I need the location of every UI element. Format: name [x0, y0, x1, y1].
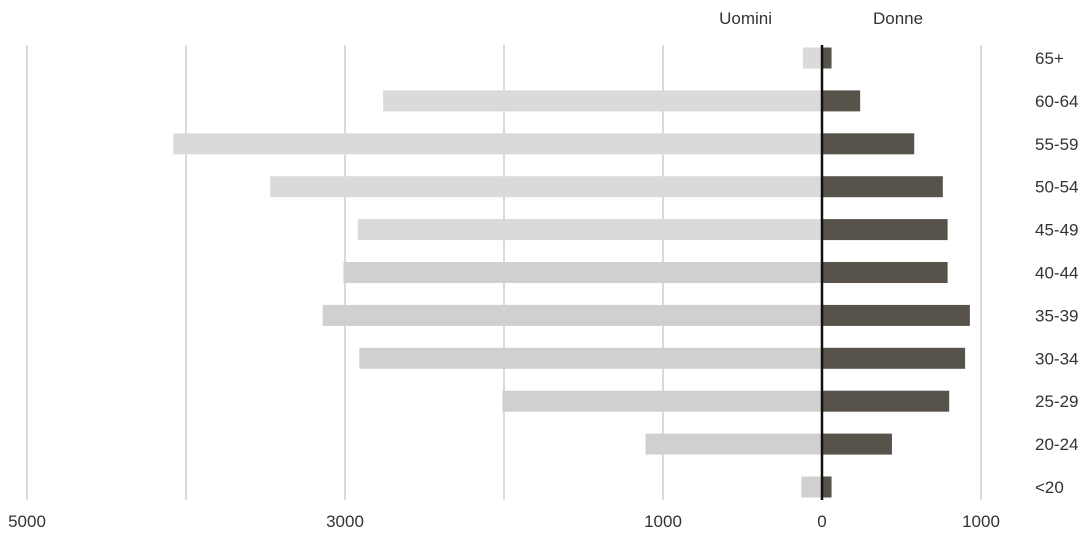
bar-uomini-65+: [802, 47, 822, 69]
series-label-donne: Donne: [873, 9, 923, 28]
bar-uomini-55-59: [173, 133, 822, 155]
category-label: 25-29: [1035, 392, 1078, 411]
bar-uomini-40-44: [343, 262, 822, 283]
bar-layer: [173, 47, 970, 498]
category-label: 20-24: [1035, 435, 1078, 454]
category-label: 50-54: [1035, 178, 1078, 197]
bar-uomini-25-29: [502, 390, 822, 412]
bar-uomini-20-24: [645, 433, 822, 455]
category-label: <20: [1035, 478, 1064, 497]
bar-donne-40-44: [822, 262, 948, 283]
category-label: 45-49: [1035, 221, 1078, 240]
bar-donne-25-29: [822, 390, 950, 412]
bar-donne-50-54: [822, 176, 943, 198]
category-label: 35-39: [1035, 306, 1078, 325]
bar-donne-<20: [822, 476, 832, 498]
category-label: 30-34: [1035, 349, 1078, 368]
bar-donne-45-49: [822, 219, 948, 241]
bar-uomini-50-54: [270, 176, 822, 198]
bar-uomini-30-34: [359, 347, 822, 369]
bar-uomini-35-39: [322, 304, 822, 326]
bar-donne-60-64: [822, 90, 861, 112]
category-label: 40-44: [1035, 264, 1078, 283]
bar-donne-35-39: [822, 304, 970, 326]
label-layer: 65+ 60-64 55-59 50-54 45-49 40-44 35-39 30-34 25…: [8, 9, 1078, 531]
bar-donne-55-59: [822, 133, 915, 155]
bar-uomini-60-64: [383, 90, 822, 112]
bar-donne-30-34: [822, 347, 966, 369]
x-tick-label: 5000: [8, 512, 46, 530]
category-label: 55-59: [1035, 135, 1078, 154]
category-label: 60-64: [1035, 92, 1078, 111]
x-tick-label: 1000: [644, 512, 682, 530]
bar-donne-20-24: [822, 433, 892, 455]
bar-donne-65+: [822, 47, 832, 69]
category-label: 65+: [1035, 49, 1064, 68]
bar-uomini-<20: [801, 476, 822, 498]
bar-uomini-45-49: [357, 219, 822, 241]
series-label-uomini: Uomini: [719, 9, 772, 28]
x-tick-label: 0: [817, 512, 826, 530]
x-tick-label: 3000: [326, 512, 364, 530]
x-tick-label: 1000: [962, 512, 1000, 530]
